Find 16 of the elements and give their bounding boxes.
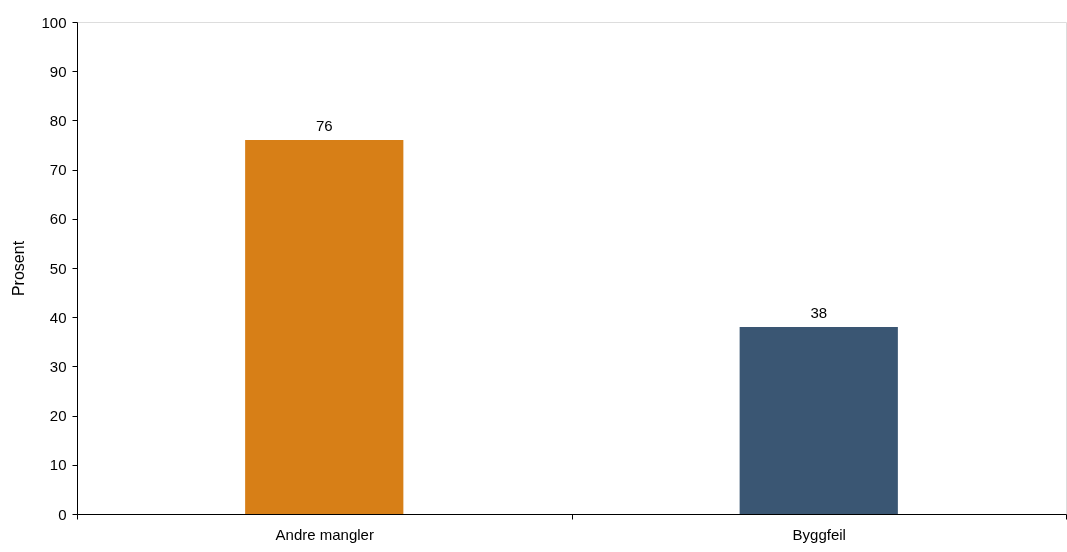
x-tick-label: Byggfeil (792, 525, 846, 543)
y-tick-label: 100 (41, 13, 67, 31)
y-tick-label: 80 (49, 111, 67, 129)
y-tick-label: 60 (49, 210, 67, 228)
y-axis-title: Prosent (10, 240, 28, 297)
data-label: 76 (315, 117, 333, 135)
y-tick-label: 20 (49, 407, 67, 425)
y-tick-label: 70 (49, 161, 67, 179)
y-tick-label: 40 (49, 308, 67, 326)
data-label: 38 (810, 304, 828, 322)
x-tick-label: Andre mangler (275, 525, 374, 543)
y-tick-label: 10 (49, 456, 67, 474)
y-tick-label: 30 (49, 357, 67, 375)
y-tick-label: 0 (58, 505, 67, 523)
y-tick-label: 90 (49, 62, 67, 80)
y-tick-label: 50 (49, 259, 67, 277)
